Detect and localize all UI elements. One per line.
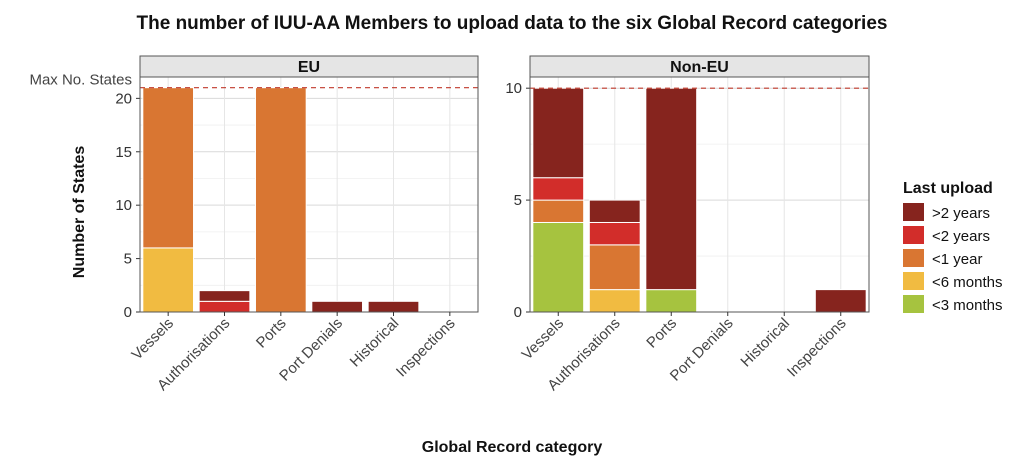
- x-tick-label: Inspections: [784, 315, 850, 381]
- legend-label: >2 years: [932, 205, 990, 222]
- bar-segment: [588, 244, 641, 291]
- bar-segment: [198, 300, 251, 313]
- plot-area: [140, 77, 478, 312]
- x-tick-label: Historical: [737, 315, 793, 371]
- legend-label: <2 years: [932, 228, 990, 245]
- max-states-label: Max No. States: [29, 72, 132, 89]
- x-tick-label: Vessels: [128, 315, 177, 364]
- x-tick-label: Ports: [643, 315, 680, 352]
- bar-segment: [254, 87, 307, 313]
- legend-label: <3 months: [932, 297, 1002, 314]
- facet-strip-label: EU: [298, 59, 320, 76]
- bar-segment: [645, 289, 698, 313]
- bar-segment: [532, 177, 585, 201]
- legend-label: <6 months: [932, 274, 1002, 291]
- legend-swatch: [903, 272, 924, 290]
- y-tick-label: 20: [115, 90, 132, 107]
- y-tick-label: 5: [514, 192, 522, 209]
- legend-label: <1 year: [932, 251, 982, 268]
- legend-swatch: [903, 203, 924, 221]
- bar-segment: [142, 247, 195, 313]
- bar-segment: [142, 87, 195, 249]
- legend: Last upload >2 years <2 years <1 year <6 mon…: [903, 180, 1002, 314]
- y-tick-label: 5: [124, 251, 132, 268]
- bar-segment: [532, 199, 585, 223]
- y-tick-label: 0: [124, 304, 132, 321]
- x-tick-label: Vessels: [518, 315, 567, 364]
- panel-border: [529, 76, 870, 313]
- panel-border: [139, 76, 479, 313]
- legend-swatch: [903, 249, 924, 267]
- bar-segment: [588, 199, 641, 223]
- facet-strip-label: Non-EU: [670, 59, 729, 76]
- y-tick-label: 10: [505, 80, 522, 97]
- x-tick-label: Historical: [347, 315, 403, 371]
- bar-segment: [588, 289, 641, 313]
- x-tick-label: Inspections: [393, 315, 459, 381]
- x-tick-label: Ports: [253, 315, 290, 352]
- y-tick-label: 0: [514, 304, 522, 321]
- legend-title: Last upload: [903, 180, 993, 197]
- chart-title: The number of IUU-AA Members to upload d…: [137, 13, 888, 34]
- bar-segment: [588, 221, 641, 246]
- bar-segment: [532, 87, 585, 179]
- legend-swatch: [903, 295, 924, 313]
- y-axis-title: Number of States: [71, 146, 88, 279]
- x-axis-title: Global Record category: [422, 439, 603, 456]
- bar-segment: [311, 300, 364, 313]
- bar-segment: [367, 300, 420, 313]
- plot-area: [530, 77, 869, 312]
- bar-segment: [198, 290, 251, 302]
- bar-segment: [532, 221, 585, 313]
- y-tick-label: 10: [115, 197, 132, 214]
- y-tick-label: 15: [115, 144, 132, 161]
- legend-swatch: [903, 226, 924, 244]
- bar-segment: [645, 87, 698, 291]
- bar-segment: [814, 289, 867, 313]
